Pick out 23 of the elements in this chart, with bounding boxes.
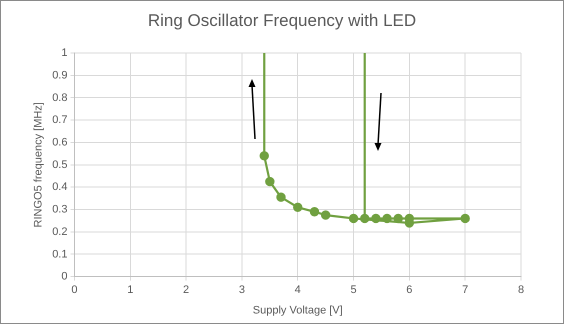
chart-title: Ring Oscillator Frequency with LED: [146, 11, 418, 31]
x-tick-label: 2: [183, 284, 190, 296]
y-tick-label: 0.6: [52, 136, 68, 148]
y-tick-label: 0.7: [52, 114, 68, 126]
x-tick-label: 7: [462, 284, 468, 296]
y-tick-label: 0.5: [52, 158, 68, 171]
x-tick-label: 8: [518, 284, 524, 296]
x-tick-label: 4: [294, 284, 301, 296]
x-tick-label: 6: [406, 284, 412, 296]
y-tick-label: 0.4: [52, 181, 68, 194]
x-axis-title: Supply Voltage [V]: [252, 304, 343, 316]
y-tick-label: 0: [61, 270, 68, 283]
x-tick-label: 3: [238, 284, 245, 296]
x-tick-label: 5: [350, 284, 357, 296]
y-tick-label: 0.9: [52, 69, 68, 82]
y-tick-label: 0.8: [52, 92, 68, 104]
y-tick-label: 0.3: [52, 204, 68, 216]
y-tick-label: 0.1: [52, 248, 68, 260]
y-tick-label: 0.2: [52, 226, 68, 238]
y-axis-title: RINGO5 frequency [MHz]: [32, 102, 45, 228]
x-tick-label: 1: [127, 284, 134, 296]
x-tick-label: 0: [71, 284, 78, 296]
y-tick-label: 1: [61, 47, 68, 60]
